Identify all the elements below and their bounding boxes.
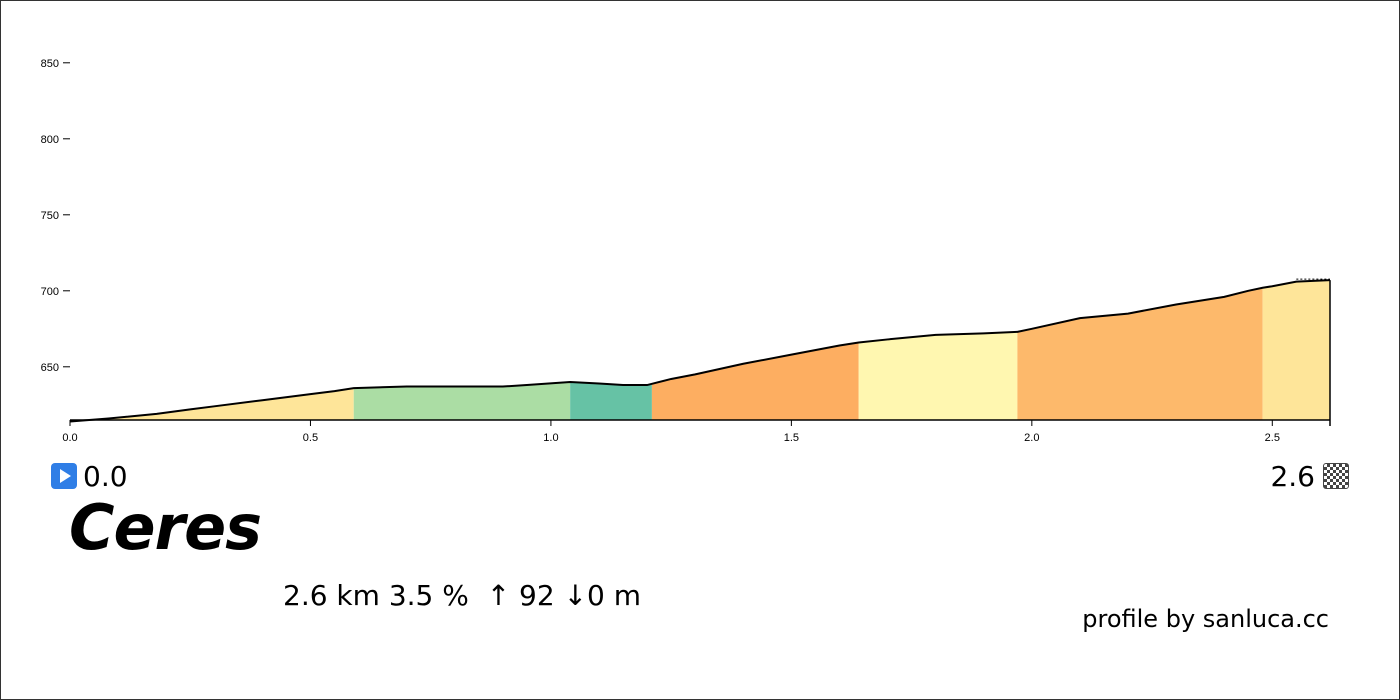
- gradient-segment-6: [1017, 287, 1263, 420]
- climb-stats: 2.6 km 3.5 % ↑ 92 ↓0 m: [283, 579, 641, 612]
- climb-title: Ceres: [69, 491, 262, 564]
- checkered-flag-icon: [1323, 463, 1349, 489]
- start-marker: 0.0: [51, 459, 128, 493]
- x-tick-label-3: 1.5: [784, 432, 799, 444]
- stat-distance: 2.6 km: [283, 579, 380, 612]
- finish-marker: 2.6: [1270, 459, 1349, 493]
- stat-loss: ↓0 m: [563, 579, 642, 612]
- y-tick-label-4: 850: [41, 58, 59, 70]
- y-tick-label-1: 700: [41, 286, 59, 298]
- stat-gradient: 3.5 %: [388, 579, 469, 612]
- end-km-label: 2.6: [1270, 459, 1315, 493]
- x-tick-label-5: 2.5: [1265, 432, 1280, 444]
- gradient-segment-7: [1262, 280, 1330, 420]
- gradient-segments: [70, 280, 1330, 422]
- play-icon: [51, 463, 77, 489]
- y-tick-label-2: 750: [41, 210, 59, 222]
- gradient-segment-3: [570, 382, 652, 420]
- elevation-profile-line: [69, 279, 1331, 423]
- x-tick-label-1: 0.5: [303, 432, 318, 444]
- start-km-label: 0.0: [83, 459, 128, 493]
- gradient-segment-5: [858, 331, 1018, 420]
- stat-gain: ↑ 92: [486, 579, 555, 612]
- gradient-segment-1: [70, 388, 354, 422]
- chart-axes: 0.0 0.5 1.0 1.5 2.0 2.5 650 700 750 800 850: [41, 58, 1331, 444]
- elevation-chart: 0.0 0.5 1.0 1.5 2.0 2.5 650 700 750 800 850: [41, 58, 1331, 444]
- gradient-segment-2: [353, 382, 571, 420]
- x-tick-label-4: 2.0: [1024, 432, 1039, 444]
- x-tick-label-2: 1.0: [543, 432, 558, 444]
- profile-credit: profile by sanluca.cc: [1082, 605, 1329, 633]
- x-tick-label-0: 0.0: [62, 432, 77, 444]
- y-tick-label-3: 800: [41, 134, 59, 146]
- gradient-segment-4: [651, 342, 859, 420]
- y-tick-label-0: 650: [41, 362, 59, 374]
